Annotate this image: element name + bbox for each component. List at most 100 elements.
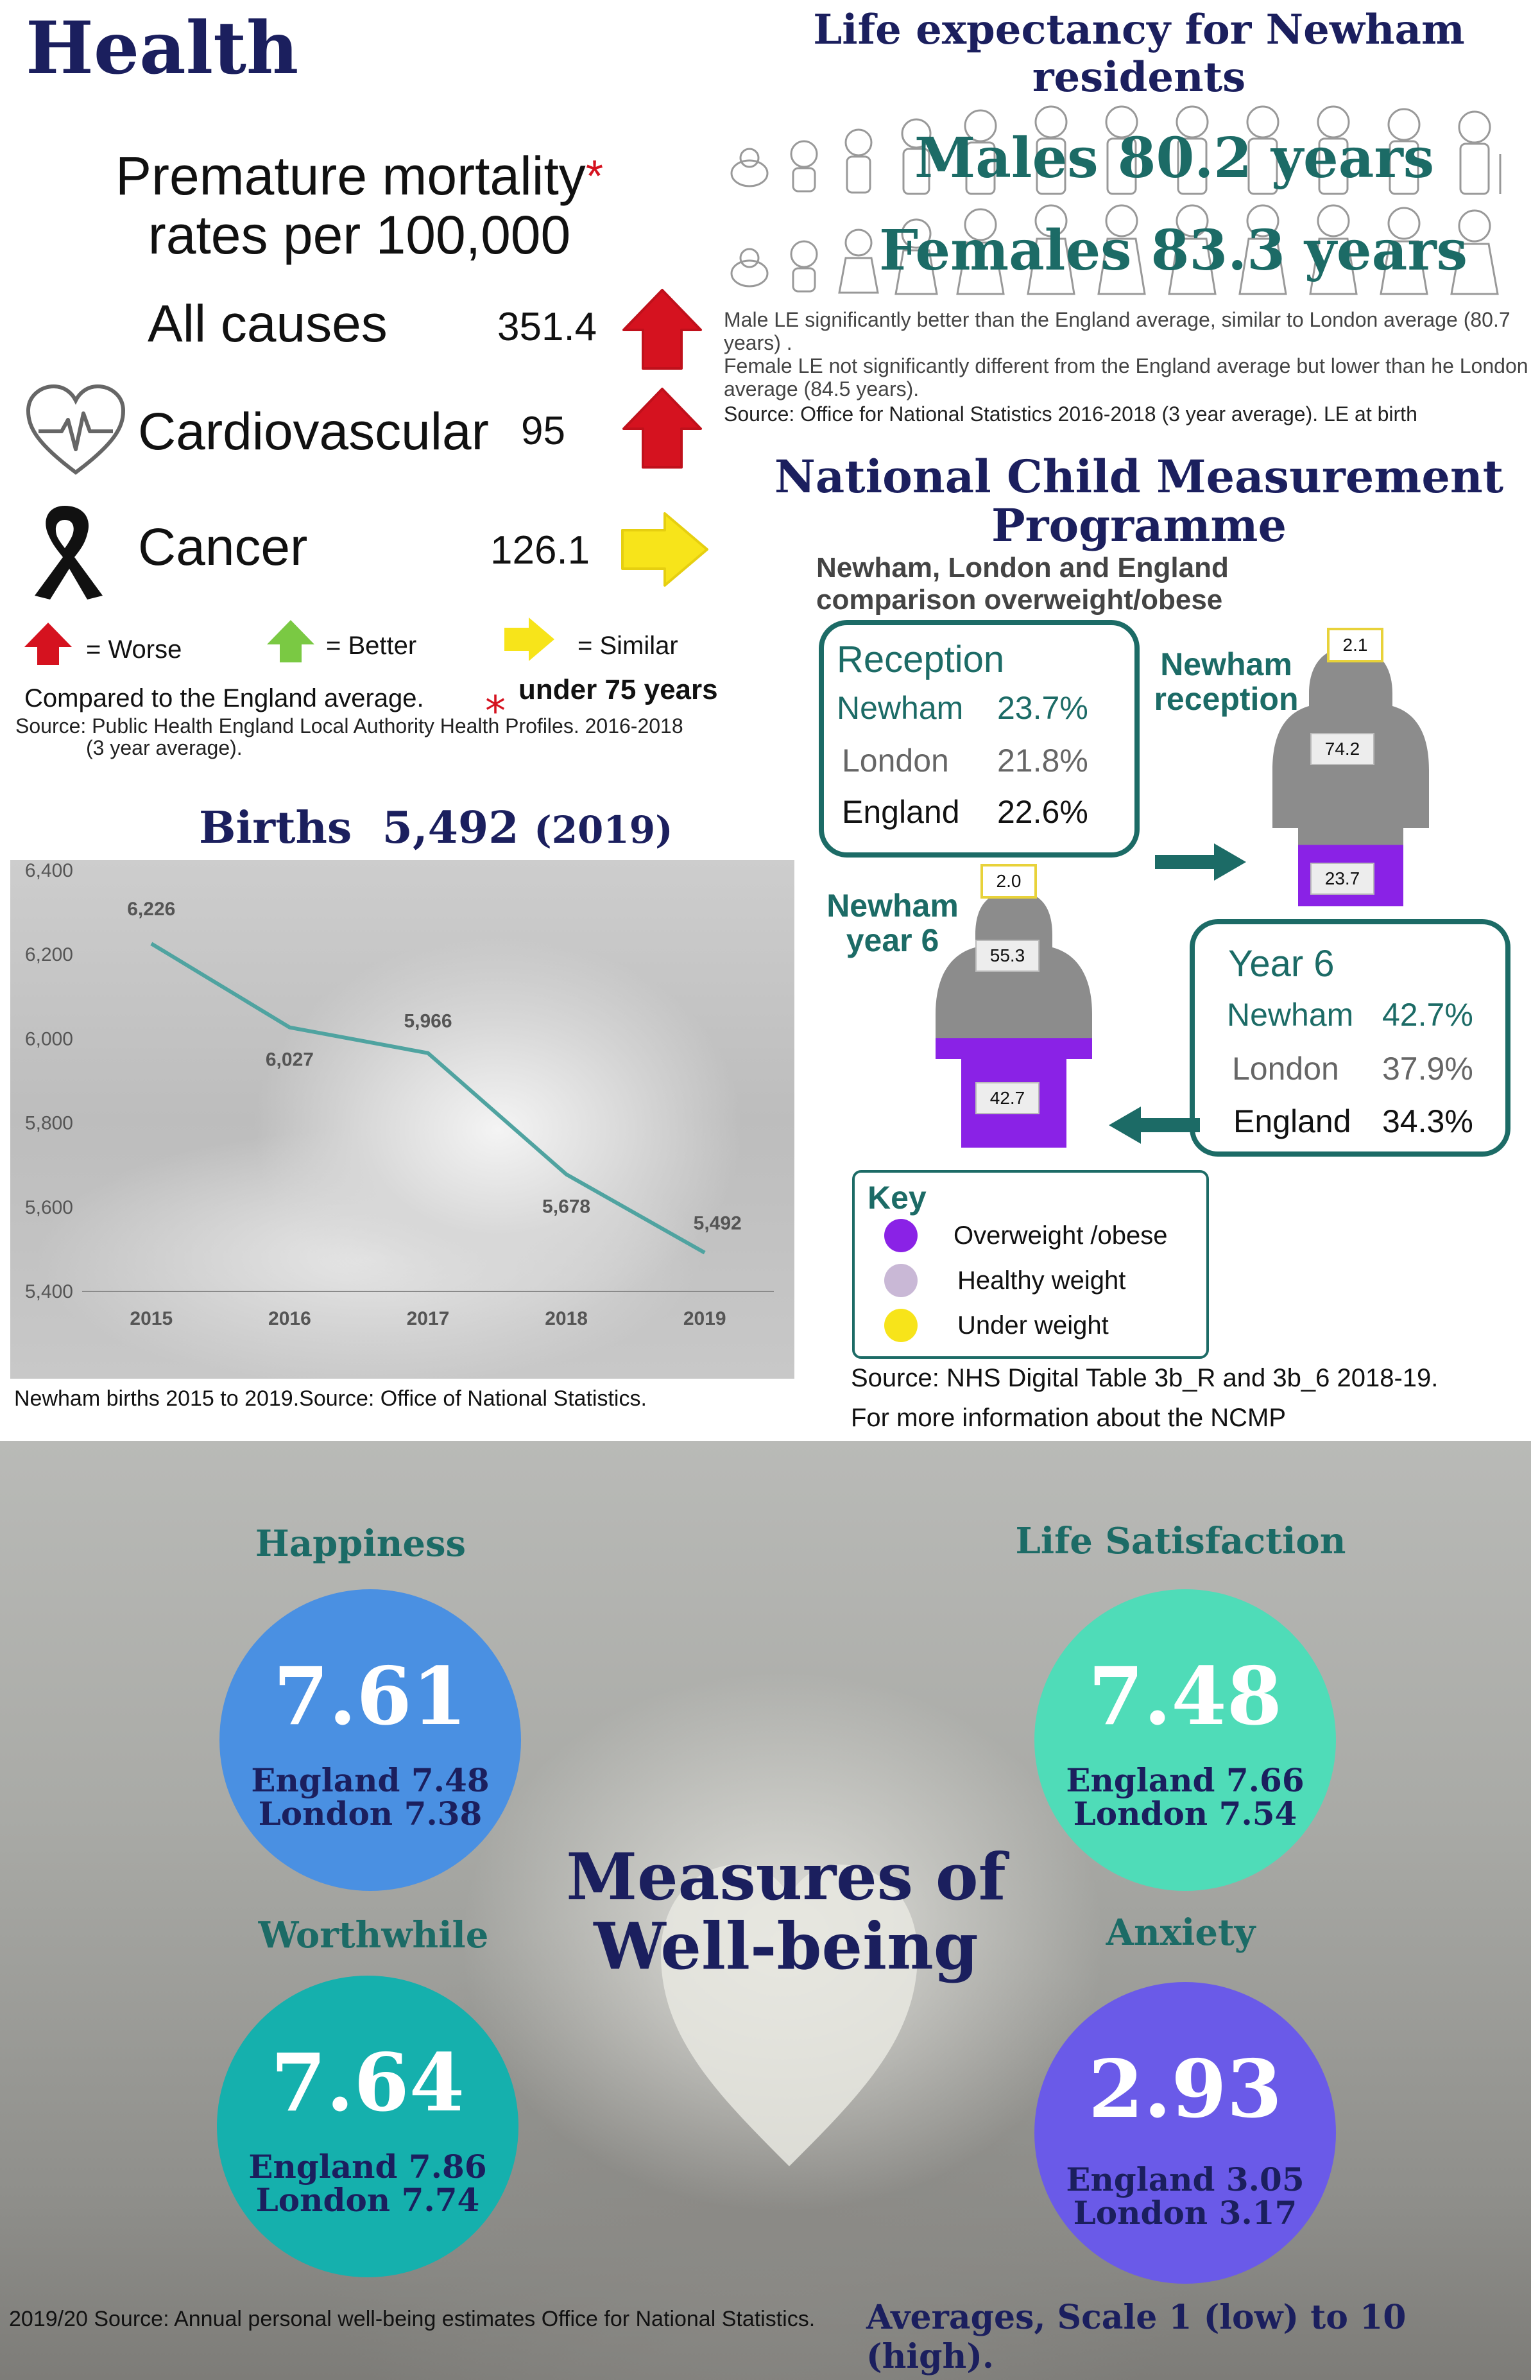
y-tick-label: 5,800 xyxy=(25,1113,73,1134)
compared-note: Compared to the England average. xyxy=(24,684,424,712)
reception-newham-value: 23.7% xyxy=(997,690,1088,726)
births-chart: 5,400 5,600 5,800 6,000 6,200 6,400 2015 2016 2… xyxy=(10,860,794,1379)
people-female-row-icon xyxy=(730,204,1499,295)
reception-figure-label-line1: Newham xyxy=(1160,646,1292,682)
wellbeing-title-line1: Measures of xyxy=(566,1839,1006,1915)
pm-title-line1: Premature mortality xyxy=(115,146,586,206)
people-male-row-icon xyxy=(730,105,1502,195)
happiness-heading: Happiness xyxy=(255,1522,466,1565)
legend-worse-label: = Worse xyxy=(86,635,182,664)
year6-london-area: London xyxy=(1232,1051,1339,1087)
under75-star: * xyxy=(485,688,506,736)
data-label: 6,027 xyxy=(266,1049,314,1071)
legend-worse-icon xyxy=(24,623,72,665)
reception-newham-area: Newham xyxy=(837,690,964,726)
year6-newham-value: 42.7% xyxy=(1382,997,1473,1033)
x-tick-label: 2017 xyxy=(407,1308,450,1329)
ncmp-subtitle: Newham, London and England comparison ov… xyxy=(816,552,1229,616)
key-healthy-dot xyxy=(884,1264,918,1297)
happiness-circle: 7.61 England 7.48 London 7.38 xyxy=(219,1589,521,1891)
anxiety-england: England 3.05 xyxy=(1066,2160,1305,2198)
year6-overweight-value: 42.7 xyxy=(975,1082,1040,1114)
births-title: Births 5,492 (2019) xyxy=(199,802,673,854)
key-overweight-dot xyxy=(884,1219,918,1252)
worthwhile-value: 7.64 xyxy=(270,2037,465,2130)
legend-similar-label: = Similar xyxy=(578,632,678,660)
life-satisfaction-heading: Life Satisfaction xyxy=(1015,1520,1346,1562)
year6-box: Year 6 Newham 42.7% London 37.9% England… xyxy=(1190,919,1510,1157)
ncmp-source: Source: NHS Digital Table 3b_R and 3b_6 … xyxy=(851,1358,1438,1438)
pm-title-star: * xyxy=(585,151,604,201)
year6-figure-label-line2: year 6 xyxy=(846,922,939,958)
reception-london-area: London xyxy=(842,743,949,779)
anxiety-heading: Anxiety xyxy=(1106,1911,1256,1954)
legend-better-icon xyxy=(267,620,314,662)
life-satisfaction-circle: 7.48 England 7.66 London 7.54 xyxy=(1034,1589,1336,1891)
data-label: 5,966 xyxy=(404,1011,452,1032)
le-males: Males 80.2 years xyxy=(914,126,1435,191)
heart-leaf-icon xyxy=(661,1865,918,2166)
ncmp-source-line2: For more information about the NCMP xyxy=(851,1404,1287,1432)
year6-england-area: England xyxy=(1233,1103,1351,1139)
pm-label: All causes xyxy=(148,295,388,353)
ncmp-title: National Child Measurement Programme xyxy=(738,453,1540,550)
births-title-year: (2019) xyxy=(534,808,673,852)
y-tick-label: 5,600 xyxy=(25,1197,73,1218)
worthwhile-heading: Worthwhile xyxy=(258,1914,489,1956)
happiness-england: England 7.48 xyxy=(251,1761,490,1799)
year6-healthy-value: 55.3 xyxy=(975,940,1040,972)
happiness-london: London 7.38 xyxy=(258,1795,483,1832)
births-title-value: 5,492 xyxy=(382,802,519,854)
births-source: Newham births 2015 to 2019.Source: Offic… xyxy=(14,1386,647,1411)
pm-label: Cardiovascular xyxy=(138,402,489,461)
legend-better-label: = Better xyxy=(326,632,417,660)
worthwhile-london: London 7.74 xyxy=(255,2181,480,2219)
year6-child-figure xyxy=(936,891,1092,1148)
life-satisfaction-value: 7.48 xyxy=(1088,1650,1282,1743)
data-label: 6,226 xyxy=(127,899,175,920)
x-tick-label: 2018 xyxy=(545,1308,588,1329)
life-satisfaction-london: London 7.54 xyxy=(1073,1795,1297,1832)
worse-arrow-icon xyxy=(622,388,702,469)
heartbeat-icon xyxy=(26,384,126,475)
y-tick-label: 5,400 xyxy=(25,1281,73,1302)
le-title-line2: residents xyxy=(1032,53,1246,101)
pm-label: Cancer xyxy=(138,518,308,576)
year6-figure-label-line1: Newham xyxy=(826,888,959,924)
ncmp-source-line1: Source: NHS Digital Table 3b_R and 3b_6 … xyxy=(851,1364,1439,1392)
reception-heading: Reception xyxy=(837,639,1005,680)
pm-value: 126.1 xyxy=(490,528,590,573)
worse-arrow-icon xyxy=(622,289,702,370)
wellbeing-source: 2019/20 Source: Annual personal well-bei… xyxy=(9,2307,816,2331)
pm-value: 351.4 xyxy=(497,305,597,349)
le-females: Females 83.3 years xyxy=(879,218,1468,283)
health-source-line2: (3 year average). xyxy=(86,736,243,759)
arrow-right-icon xyxy=(1155,843,1246,881)
reception-box: Reception Newham 23.7% London 21.8% Engl… xyxy=(819,620,1140,858)
health-source-line1: Source: Public Health England Local Auth… xyxy=(15,714,683,737)
key-overweight-label: Overweight /obese xyxy=(954,1221,1168,1250)
year6-figure-label: Newham year 6 xyxy=(812,888,973,958)
reception-healthy-value: 74.2 xyxy=(1310,733,1374,765)
reception-england-value: 22.6% xyxy=(997,794,1088,830)
wellbeing-title-line2: Well-being xyxy=(594,1908,979,1984)
cancer-ribbon-icon xyxy=(35,506,103,599)
le-note-female: Female LE not significantly different fr… xyxy=(724,354,1528,401)
births-title-prefix: Births xyxy=(199,802,352,854)
ncmp-sub-line2: comparison overweight/obese xyxy=(816,584,1223,616)
similar-arrow-icon xyxy=(621,512,708,587)
data-label: 5,492 xyxy=(694,1213,742,1234)
year6-heading: Year 6 xyxy=(1228,943,1335,985)
health-title: Health xyxy=(26,6,299,91)
reception-england-area: England xyxy=(842,794,960,830)
reception-figure-label: Newham reception xyxy=(1146,647,1306,716)
ncmp-key: Key Overweight /obese Healthy weight Und… xyxy=(852,1170,1209,1359)
reception-overweight-value: 23.7 xyxy=(1310,863,1374,895)
pm-row-cardiovascular: Cardiovascular 95 xyxy=(0,383,719,479)
reception-underweight-value: 2.1 xyxy=(1327,628,1383,662)
anxiety-value: 2.93 xyxy=(1088,2043,1282,2136)
happiness-value: 7.61 xyxy=(273,1650,467,1743)
year6-newham-area: Newham xyxy=(1227,997,1354,1033)
health-source: Source: Public Health England Local Auth… xyxy=(15,715,683,759)
arrow-left-icon xyxy=(1109,1107,1200,1144)
